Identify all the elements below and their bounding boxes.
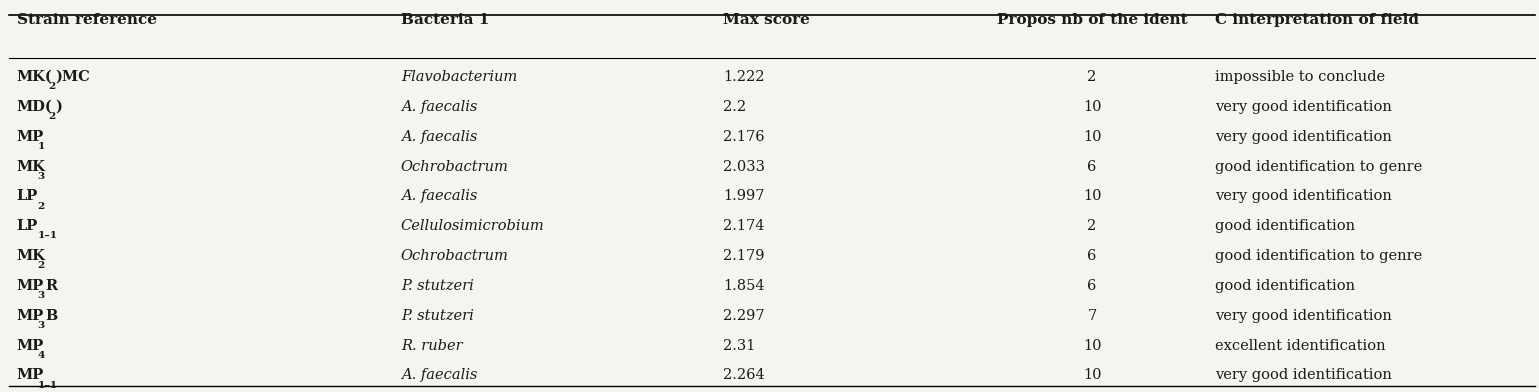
Text: 3: 3 bbox=[37, 291, 45, 300]
Text: A. faecalis: A. faecalis bbox=[400, 130, 477, 144]
Text: 2.179: 2.179 bbox=[723, 249, 765, 263]
Text: A. faecalis: A. faecalis bbox=[400, 368, 477, 382]
Text: 2.033: 2.033 bbox=[723, 160, 765, 174]
Text: MK: MK bbox=[17, 249, 46, 263]
Text: 2: 2 bbox=[48, 112, 55, 121]
Text: P. stutzeri: P. stutzeri bbox=[400, 279, 474, 293]
Text: Bacteria 1: Bacteria 1 bbox=[400, 13, 489, 27]
Text: ): ) bbox=[55, 100, 63, 114]
Text: 2.176: 2.176 bbox=[723, 130, 765, 144]
Text: MK: MK bbox=[17, 160, 46, 174]
Text: 2: 2 bbox=[1088, 219, 1097, 233]
Text: Propos nb of the ident: Propos nb of the ident bbox=[997, 13, 1188, 27]
Text: 10: 10 bbox=[1083, 368, 1102, 382]
Text: very good identification: very good identification bbox=[1214, 189, 1391, 203]
Text: good identification: good identification bbox=[1214, 219, 1356, 233]
Text: C interpretation of field: C interpretation of field bbox=[1214, 13, 1419, 27]
Text: Ochrobactrum: Ochrobactrum bbox=[400, 249, 509, 263]
Text: Cellulosimicrobium: Cellulosimicrobium bbox=[400, 219, 545, 233]
Text: 4: 4 bbox=[37, 351, 45, 360]
Text: 1.222: 1.222 bbox=[723, 70, 765, 84]
Text: very good identification: very good identification bbox=[1214, 130, 1391, 144]
Text: MK(: MK( bbox=[17, 70, 52, 84]
Text: Ochrobactrum: Ochrobactrum bbox=[400, 160, 509, 174]
Text: MP: MP bbox=[17, 309, 45, 323]
Text: 2.174: 2.174 bbox=[723, 219, 765, 233]
Text: 2: 2 bbox=[1088, 70, 1097, 84]
Text: Flavobacterium: Flavobacterium bbox=[400, 70, 517, 84]
Text: very good identification: very good identification bbox=[1214, 100, 1391, 114]
Text: MP: MP bbox=[17, 339, 45, 352]
Text: very good identification: very good identification bbox=[1214, 368, 1391, 382]
Text: good identification: good identification bbox=[1214, 279, 1356, 293]
Text: 1–1: 1–1 bbox=[37, 381, 58, 390]
Text: MP: MP bbox=[17, 279, 45, 293]
Text: R: R bbox=[45, 279, 57, 293]
Text: 2.297: 2.297 bbox=[723, 309, 765, 323]
Text: MD(: MD( bbox=[17, 100, 52, 114]
Text: A. faecalis: A. faecalis bbox=[400, 100, 477, 114]
Text: 10: 10 bbox=[1083, 189, 1102, 203]
Text: MP: MP bbox=[17, 368, 45, 382]
Text: 2.2: 2.2 bbox=[723, 100, 746, 114]
Text: 2: 2 bbox=[37, 261, 45, 270]
Text: 2: 2 bbox=[48, 82, 55, 91]
Text: B: B bbox=[45, 309, 57, 323]
Text: P. stutzeri: P. stutzeri bbox=[400, 309, 474, 323]
Text: good identification to genre: good identification to genre bbox=[1214, 160, 1422, 174]
Text: 2: 2 bbox=[37, 201, 45, 211]
Text: 6: 6 bbox=[1088, 279, 1097, 293]
Text: 3: 3 bbox=[37, 172, 45, 181]
Text: LP: LP bbox=[17, 189, 38, 203]
Text: 1–1: 1–1 bbox=[37, 231, 58, 240]
Text: 3: 3 bbox=[37, 321, 45, 330]
Text: 10: 10 bbox=[1083, 100, 1102, 114]
Text: good identification to genre: good identification to genre bbox=[1214, 249, 1422, 263]
Text: )MC: )MC bbox=[55, 70, 91, 84]
Text: Strain reference: Strain reference bbox=[17, 13, 157, 27]
Text: 6: 6 bbox=[1088, 249, 1097, 263]
Text: 1.854: 1.854 bbox=[723, 279, 765, 293]
Text: 2.264: 2.264 bbox=[723, 368, 765, 382]
Text: MP: MP bbox=[17, 130, 45, 144]
Text: R. ruber: R. ruber bbox=[400, 339, 462, 352]
Text: LP: LP bbox=[17, 219, 38, 233]
Text: 1: 1 bbox=[37, 142, 45, 151]
Text: Max score: Max score bbox=[723, 13, 811, 27]
Text: 6: 6 bbox=[1088, 160, 1097, 174]
Text: 7: 7 bbox=[1088, 309, 1097, 323]
Text: 10: 10 bbox=[1083, 339, 1102, 352]
Text: 1.997: 1.997 bbox=[723, 189, 765, 203]
Text: 10: 10 bbox=[1083, 130, 1102, 144]
Text: 2.31: 2.31 bbox=[723, 339, 756, 352]
Text: very good identification: very good identification bbox=[1214, 309, 1391, 323]
Text: A. faecalis: A. faecalis bbox=[400, 189, 477, 203]
Text: excellent identification: excellent identification bbox=[1214, 339, 1385, 352]
Text: impossible to conclude: impossible to conclude bbox=[1214, 70, 1385, 84]
